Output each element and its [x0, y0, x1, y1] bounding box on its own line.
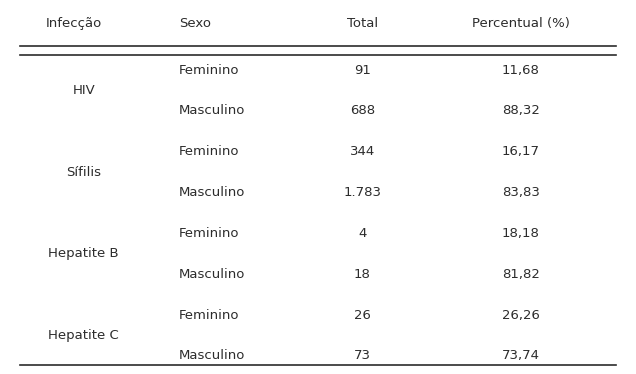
Text: Masculino: Masculino [179, 186, 245, 199]
Text: 688: 688 [350, 104, 375, 117]
Text: Feminino: Feminino [179, 145, 239, 158]
Text: Feminino: Feminino [179, 64, 239, 77]
Text: 4: 4 [358, 227, 366, 240]
Text: Feminino: Feminino [179, 309, 239, 322]
Text: Sexo: Sexo [179, 17, 211, 30]
Text: 73,74: 73,74 [502, 349, 539, 362]
Text: 16,17: 16,17 [502, 145, 539, 158]
Text: 91: 91 [354, 64, 371, 77]
Text: Sífilis: Sífilis [66, 166, 101, 179]
Text: 11,68: 11,68 [502, 64, 539, 77]
Text: 344: 344 [350, 145, 375, 158]
Text: 18,18: 18,18 [502, 227, 539, 240]
Text: Infecção: Infecção [46, 17, 102, 30]
Text: 18: 18 [354, 268, 371, 281]
Text: Feminino: Feminino [179, 227, 239, 240]
Text: 26: 26 [354, 309, 371, 322]
Text: 73: 73 [354, 349, 371, 362]
Text: Hepatite B: Hepatite B [48, 247, 119, 260]
Text: 81,82: 81,82 [502, 268, 539, 281]
Text: Percentual (%): Percentual (%) [472, 17, 570, 30]
Text: Masculino: Masculino [179, 268, 245, 281]
Text: Hepatite C: Hepatite C [48, 329, 119, 342]
Text: 88,32: 88,32 [502, 104, 539, 117]
Text: 1.783: 1.783 [343, 186, 382, 199]
Text: HIV: HIV [73, 84, 95, 97]
Text: Masculino: Masculino [179, 104, 245, 117]
Text: Masculino: Masculino [179, 349, 245, 362]
Text: 26,26: 26,26 [502, 309, 539, 322]
Text: Total: Total [347, 17, 378, 30]
Text: 83,83: 83,83 [502, 186, 539, 199]
